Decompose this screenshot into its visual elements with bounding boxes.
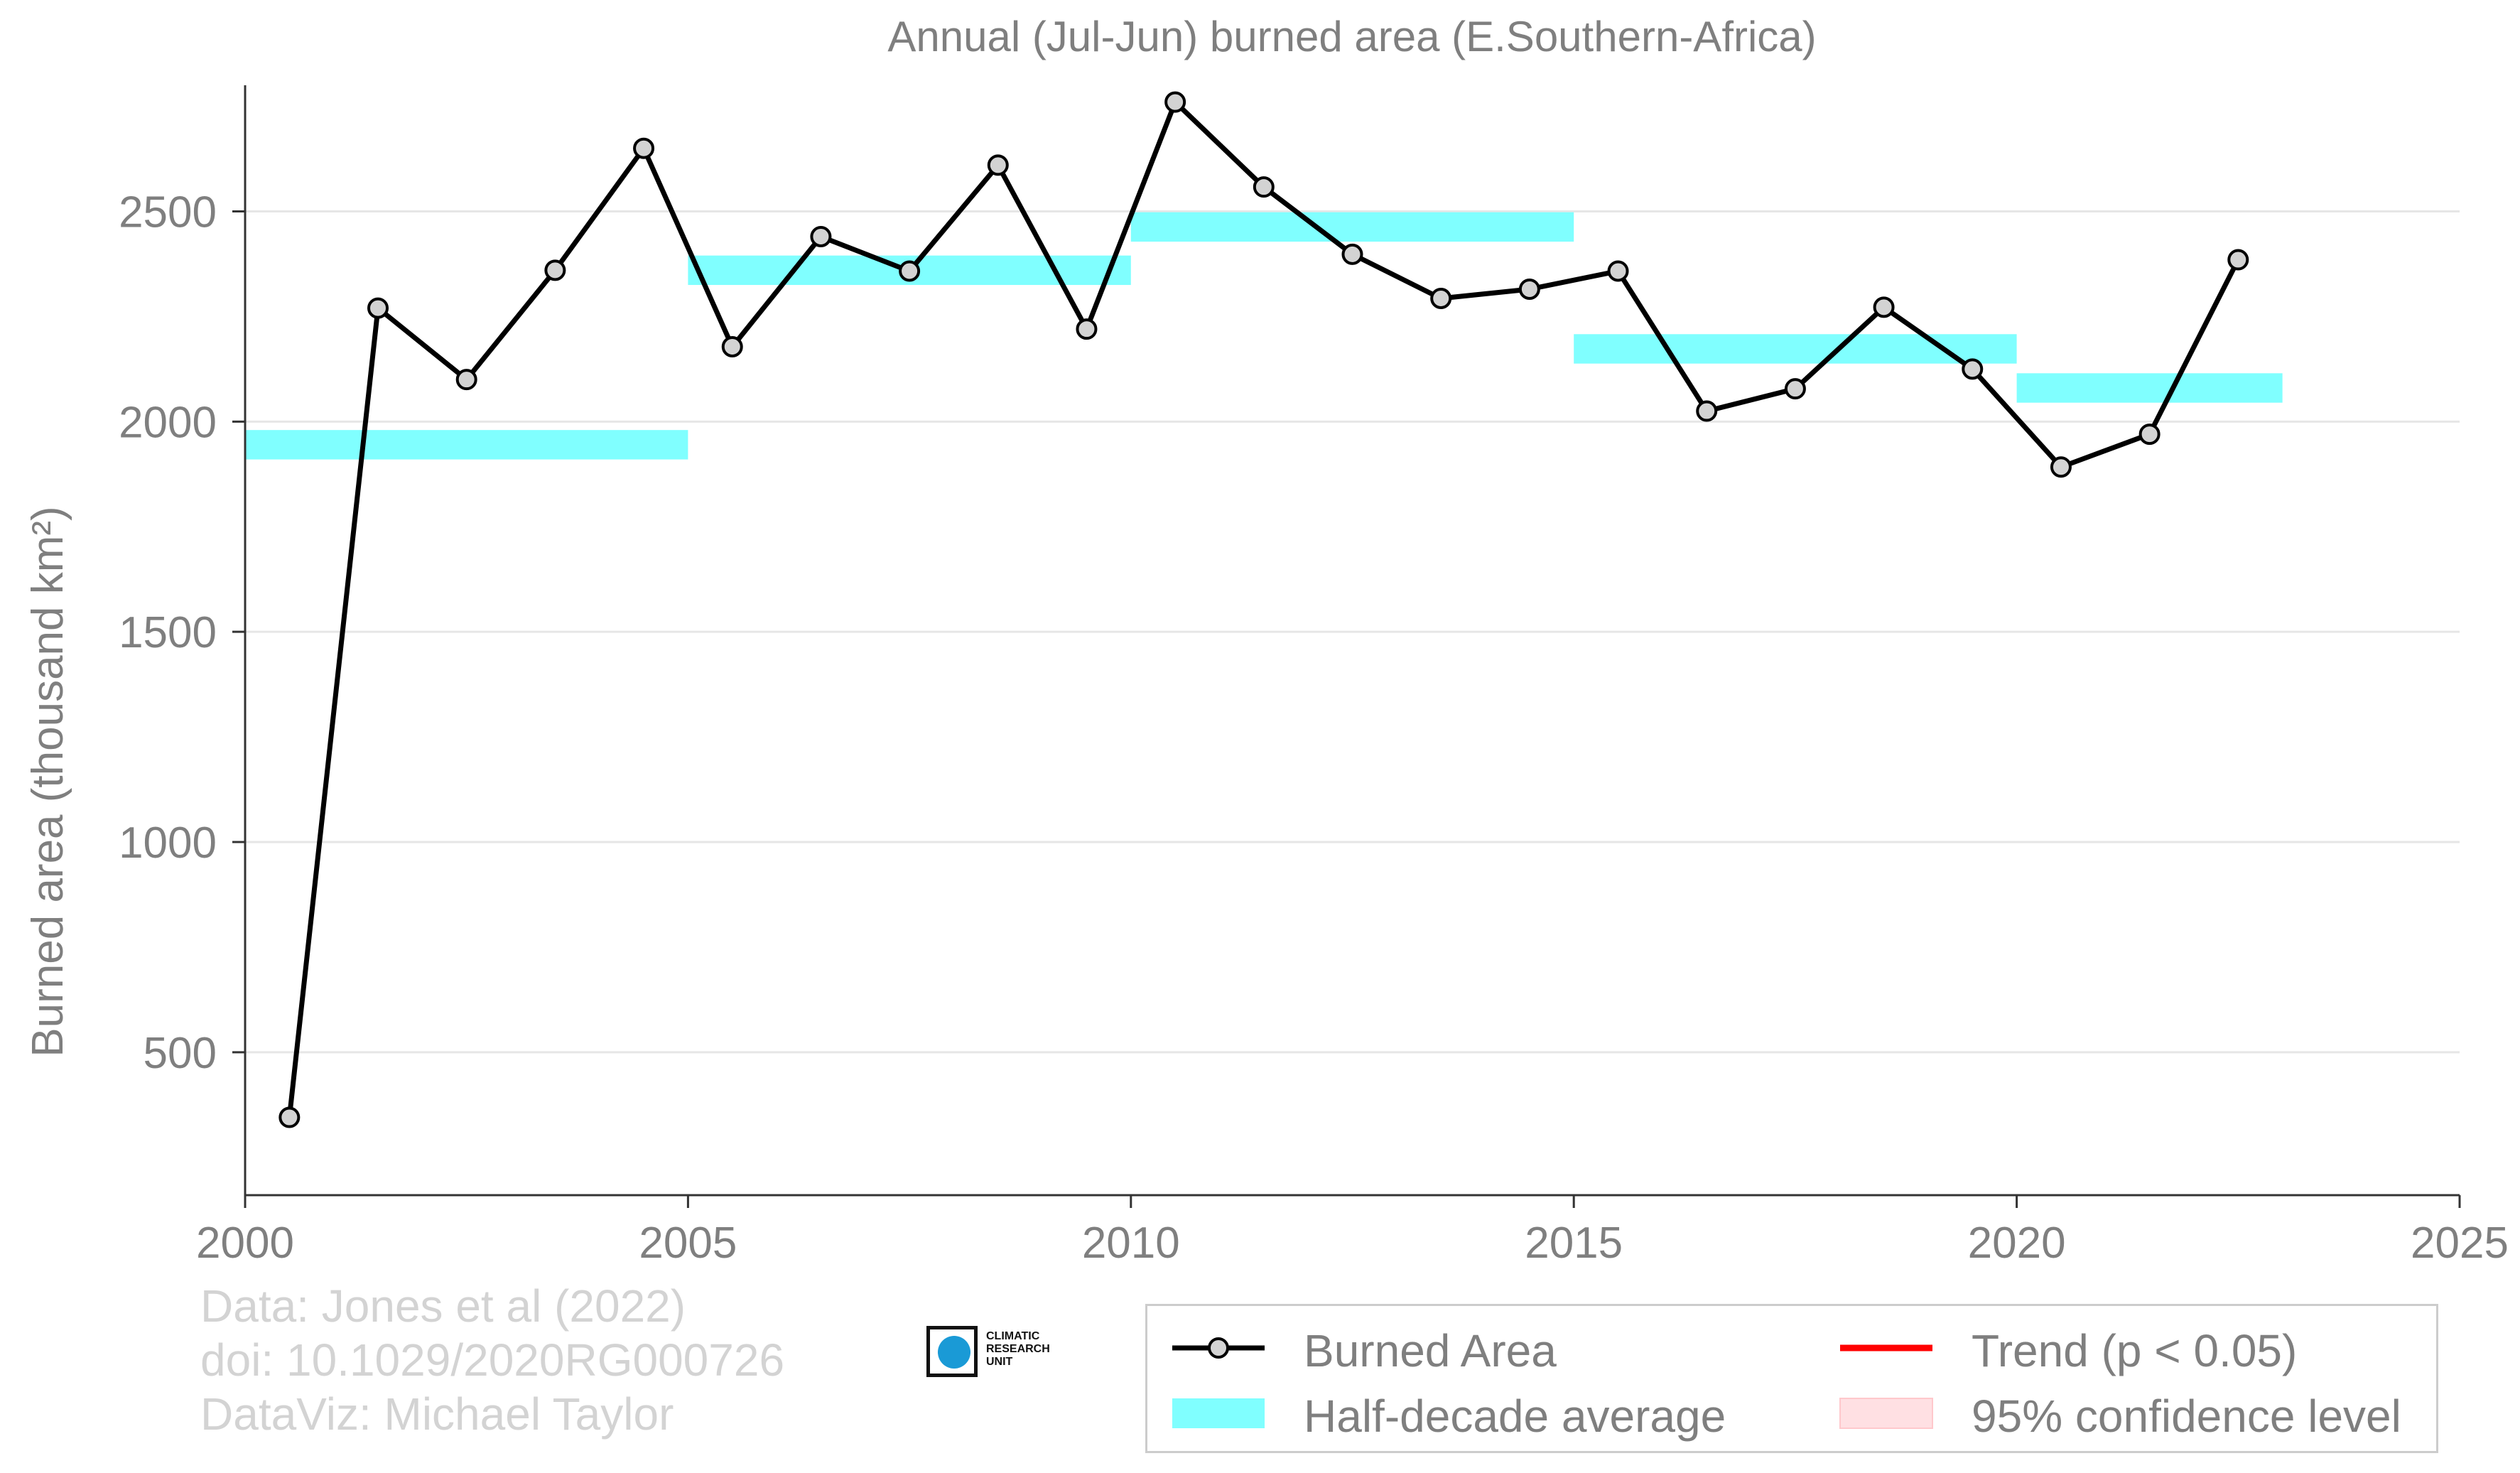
data-point: [1784, 378, 1806, 400]
data-point: [544, 259, 566, 281]
data-point: [1873, 296, 1895, 318]
gridlines: [245, 210, 2460, 1054]
data-point: [1962, 358, 1984, 380]
data-point: [2227, 249, 2249, 271]
x-tick-label: 2005: [639, 1219, 737, 1268]
data-point: [1076, 318, 1098, 340]
x-tick-label: 2015: [1525, 1219, 1623, 1268]
y-tick-label: 1000: [119, 819, 217, 868]
legend-confidence-band-icon: [1839, 1398, 1933, 1429]
legend-label: Burned Area: [1304, 1325, 1557, 1376]
axes: [232, 85, 2461, 1208]
tick-labels: 500 1000 1500 2000 2500 2000 2005 2010 2015 2020 2…: [119, 188, 2509, 1268]
y-tick-label: 1500: [119, 608, 217, 657]
data-point: [367, 297, 389, 319]
y-tick-label: 2000: [119, 398, 217, 447]
legend: Burned Area Half-decade average Trend (p…: [1145, 1304, 2438, 1453]
data-point: [987, 154, 1009, 176]
logo-text-line2: RESEARCH: [986, 1343, 1050, 1355]
legend-line-marker-icon: [1172, 1337, 1265, 1359]
credit-data-source: Data: Jones et al (2022): [200, 1280, 686, 1332]
half-decade-band-4: [2016, 373, 2283, 403]
burned-area-line: [286, 99, 2241, 1118]
data-point: [1518, 278, 1540, 300]
data-point: [1607, 260, 1629, 282]
data-point: [1341, 243, 1363, 265]
half-decade-band-0: [245, 430, 688, 460]
legend-trend-line-icon: [1840, 1344, 1932, 1351]
half-decade-band-2: [1130, 212, 1574, 242]
data-point: [899, 260, 921, 282]
logo-text: CLIMATIC RESEARCH UNIT: [986, 1330, 1050, 1369]
data-point: [2050, 456, 2072, 478]
data-point: [633, 137, 655, 159]
legend-label: 95% confidence level: [1972, 1391, 2401, 1442]
chart-title: Annual (Jul-Jun) burned area (E.Southern…: [887, 13, 1816, 60]
data-credits: Data: Jones et al (2022) doi: 10.1029/20…: [200, 1279, 784, 1441]
data-point: [1253, 176, 1275, 198]
globe-icon: [938, 1336, 970, 1369]
y-tick-label: 2500: [119, 188, 217, 237]
credit-doi: doi: 10.1029/2020RG000726: [200, 1334, 785, 1386]
x-tick-label: 2010: [1082, 1219, 1180, 1268]
logo-text-line1: CLIMATIC: [986, 1330, 1040, 1342]
half-decade-band-3: [1574, 334, 2017, 364]
logo-text-line3: UNIT: [986, 1356, 1013, 1368]
cru-logo: CLIMATIC RESEARCH UNIT: [924, 1322, 1066, 1384]
credit-dataviz: DataViz: Michael Taylor: [200, 1388, 674, 1440]
logo-frame: [926, 1326, 978, 1377]
data-point: [279, 1106, 301, 1128]
data-point: [1430, 287, 1452, 309]
legend-label: Half-decade average: [1304, 1391, 1726, 1442]
data-point: [1696, 400, 1718, 422]
burned-area-series: [279, 91, 2249, 1128]
data-point: [810, 226, 832, 247]
y-axis-label: Burned area (thousand km²): [23, 506, 72, 1057]
x-tick-label: 2025: [2411, 1219, 2509, 1268]
x-tick-label: 2020: [1968, 1219, 2066, 1268]
legend-label: Trend (p < 0.05): [1972, 1325, 2298, 1376]
legend-band-icon: [1172, 1398, 1265, 1428]
data-point: [455, 369, 477, 391]
x-tick-label: 2000: [196, 1219, 294, 1268]
data-point: [2138, 423, 2161, 446]
y-tick-label: 500: [144, 1029, 217, 1078]
data-point: [721, 336, 743, 358]
data-point: [1164, 91, 1186, 113]
